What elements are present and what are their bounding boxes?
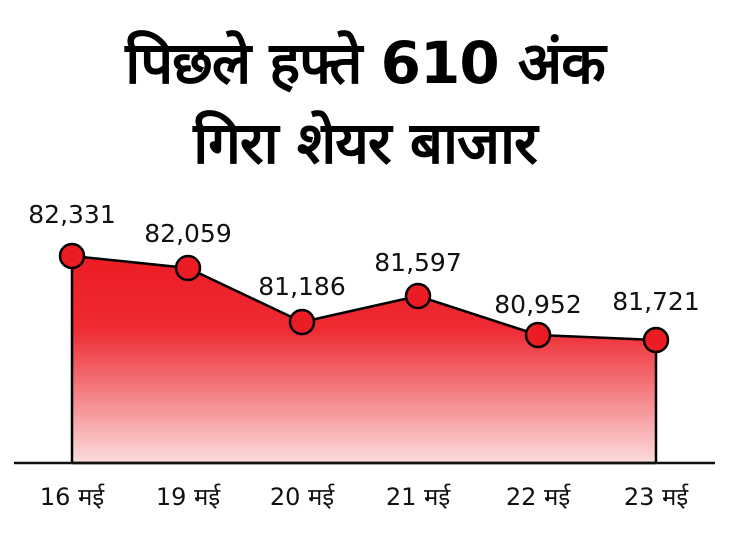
data-value-label: 80,952 <box>494 290 582 319</box>
chart-title-line-2: गिरा शेयर बाजार <box>193 109 538 177</box>
data-point-marker <box>404 282 432 310</box>
x-axis-tick-label: 22 मई <box>505 483 571 511</box>
data-value-label: 82,331 <box>28 200 116 229</box>
x-axis-tick-label: 16 मई <box>39 483 105 511</box>
x-axis-tick-label: 19 मई <box>155 483 221 511</box>
x-axis-tick-label: 21 मई <box>385 483 451 511</box>
data-value-label: 81,597 <box>374 248 462 277</box>
chart-title-line-1: पिछले हफ्ते 610 अंक <box>125 29 606 97</box>
data-value-label: 81,186 <box>258 272 346 301</box>
data-value-label: 82,059 <box>144 219 232 248</box>
data-point-marker <box>524 321 552 349</box>
data-point-marker <box>58 242 86 270</box>
data-point-marker <box>642 326 670 354</box>
data-point-marker <box>288 308 316 336</box>
x-axis-tick-label: 23 मई <box>623 483 689 511</box>
data-value-label: 81,721 <box>612 287 700 316</box>
area-fill <box>70 254 658 465</box>
data-point-marker <box>174 254 202 282</box>
data-point-markers <box>58 242 670 354</box>
x-axis-tick-label: 20 मई <box>269 483 335 511</box>
